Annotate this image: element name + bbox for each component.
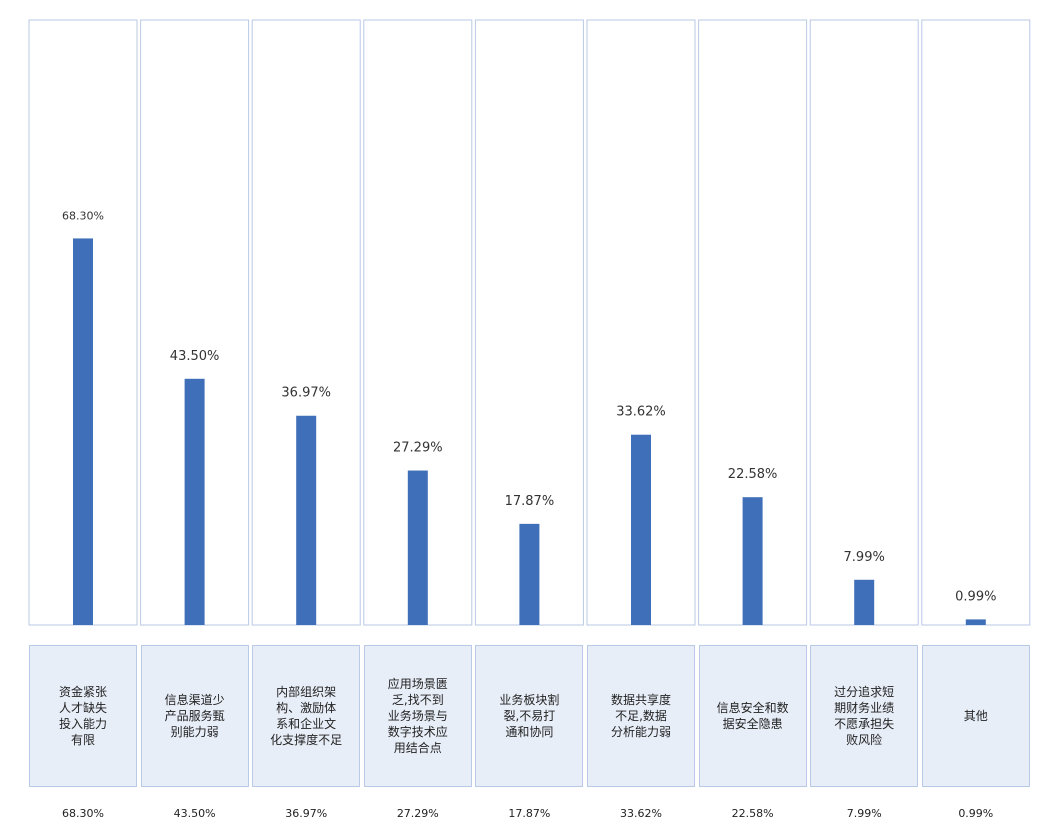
- value-label: 22.58%: [728, 467, 778, 482]
- category-cell: 应用场景匮 乏,找不到 业务场景与 数字技术应 用结合点: [363, 645, 472, 787]
- category-cell: 信息安全和数 据安全隐患: [698, 645, 807, 787]
- value-label: 0.99%: [955, 589, 996, 604]
- category-cell: 过分追求短 期财务业绩 不愿承担失 败风险: [810, 645, 919, 787]
- bottom-value-label: 33.62%: [620, 807, 662, 820]
- bottom-value-label: 27.29%: [396, 807, 439, 820]
- category-label: 信息渠道少 产品服务甄 别能力弱: [164, 693, 225, 739]
- bar: [296, 415, 317, 625]
- value-label: 27.29%: [393, 441, 443, 456]
- bar: [184, 378, 205, 625]
- value-label: 17.87%: [505, 494, 555, 509]
- value-label: 33.62%: [616, 405, 666, 420]
- category-label: 数据共享度 不足,数据 分析能力弱: [610, 693, 671, 739]
- category-label: 资金紧张 人才缺失 投入能力 有限: [58, 685, 107, 747]
- value-label: 43.50%: [170, 349, 220, 364]
- bar: [854, 579, 875, 625]
- column-frame: [921, 19, 1031, 626]
- bar-chart: 68.30% 43.50% 36.97% 27.29% 17.87% 33.62% 22.5…: [28, 19, 1031, 626]
- value-label: 7.99%: [844, 550, 885, 565]
- bars: [73, 238, 986, 625]
- value-label: 36.97%: [281, 386, 331, 401]
- column-frames: [28, 19, 1031, 626]
- category-cell: 其他: [921, 645, 1030, 787]
- category-label: 业务板块割 裂,不易打 通和协同: [499, 693, 560, 739]
- category-cell: 数据共享度 不足,数据 分析能力弱: [587, 645, 695, 787]
- category-label: 内部组织架 构、激励体 系和企业文 化支撑度不足: [270, 685, 343, 747]
- bottom-value-label: 22.58%: [731, 807, 774, 820]
- bar: [407, 470, 428, 625]
- bar: [631, 434, 651, 625]
- category-cell: 信息渠道少 产品服务甄 别能力弱: [140, 645, 249, 787]
- bar: [965, 619, 986, 625]
- bottom-value-label: 17.87%: [508, 807, 551, 820]
- bottom-value-label: 7.99%: [846, 807, 882, 820]
- bar: [742, 497, 763, 625]
- column-frame: [251, 19, 361, 626]
- category-cell: 内部组织架 构、激励体 系和企业文 化支撑度不足: [252, 645, 361, 787]
- bar: [519, 523, 540, 625]
- category-cell: 业务板块割 裂,不易打 通和协同: [475, 645, 584, 787]
- category-label: 其他: [963, 709, 988, 723]
- category-label: 应用场景匮 乏,找不到 业务场景与 数字技术应 用结合点: [387, 677, 448, 755]
- category-label: 过分追求短 期财务业绩 不愿承担失 败风险: [834, 685, 895, 747]
- value-label: 68.30%: [62, 209, 104, 222]
- bar: [73, 238, 93, 625]
- bottom-value-label: 68.30%: [62, 807, 104, 820]
- bottom-value-label: 43.50%: [173, 807, 216, 820]
- value-labels: 68.30% 43.50% 36.97% 27.29% 17.87% 33.62% 22.5…: [62, 209, 996, 604]
- column-frame: [809, 19, 919, 626]
- category-label: 信息安全和数 据安全隐患: [716, 701, 789, 731]
- bottom-value-label: 0.99%: [958, 807, 994, 820]
- bottom-value-label: 36.97%: [285, 807, 328, 820]
- category-cell: 资金紧张 人才缺失 投入能力 有限: [29, 645, 137, 787]
